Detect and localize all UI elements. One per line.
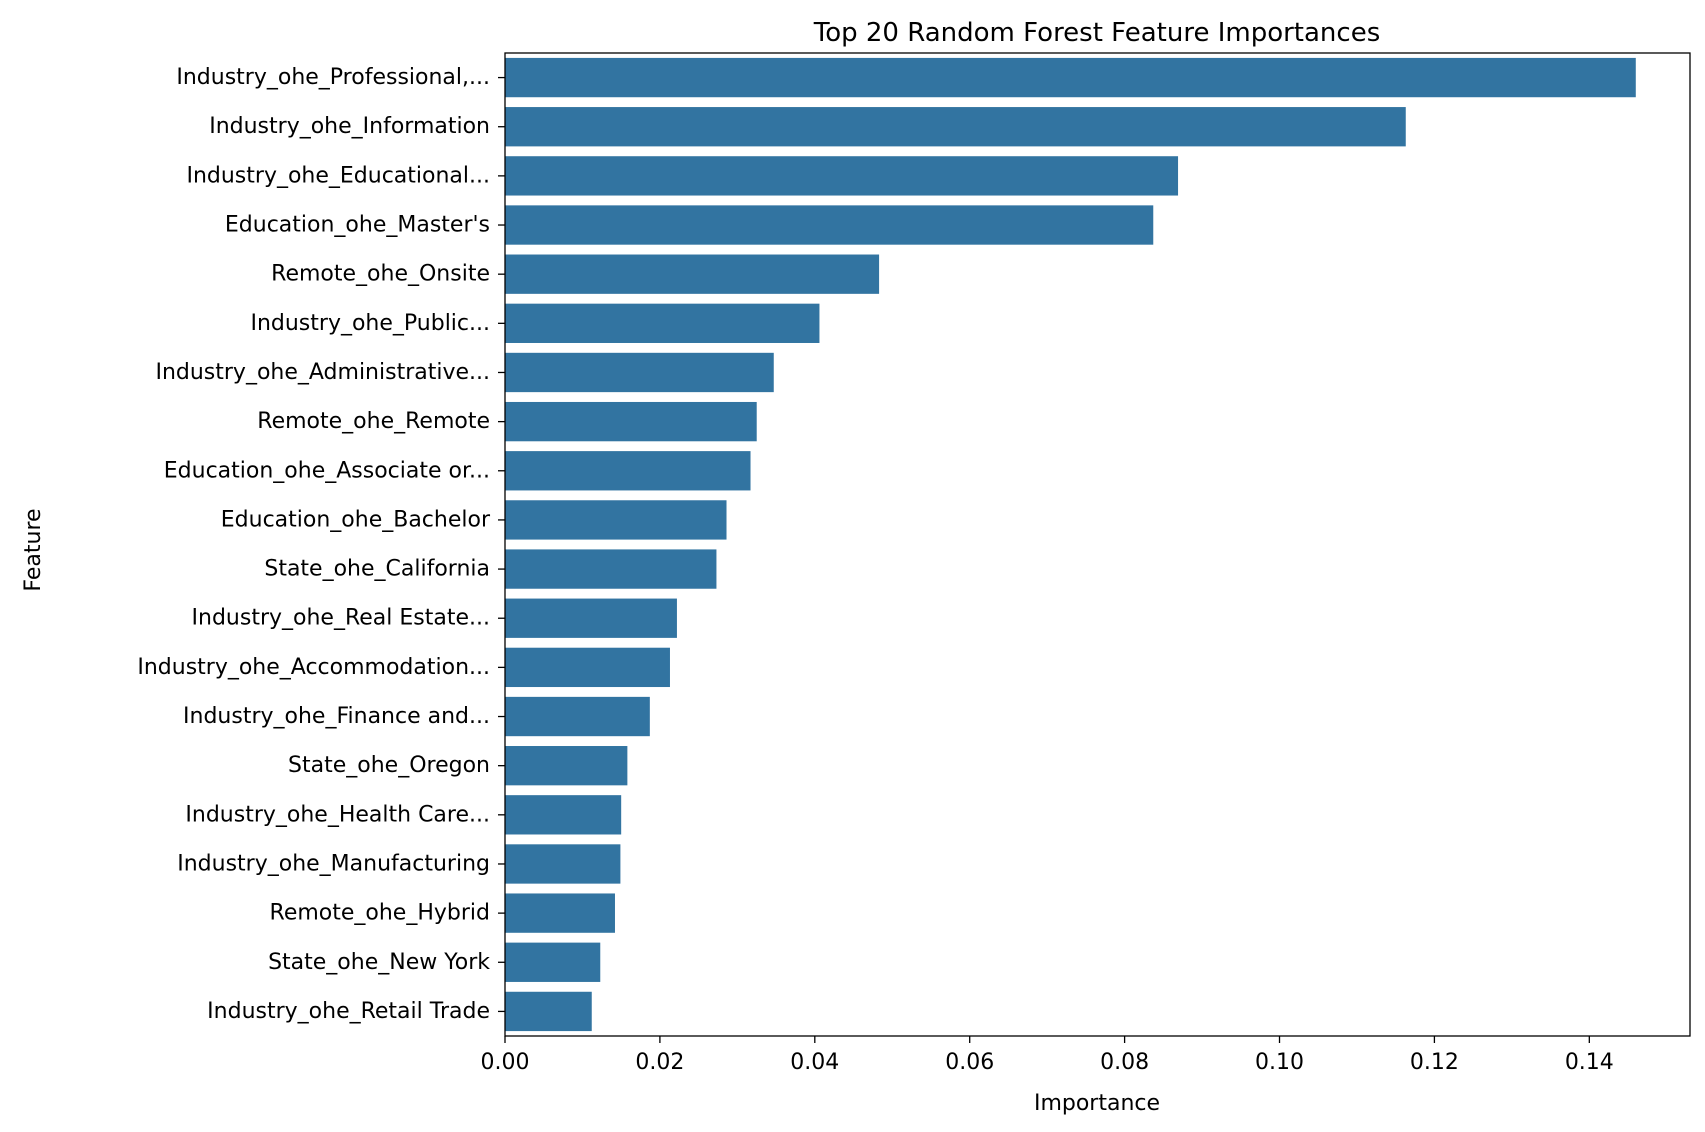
bar: [505, 893, 615, 933]
bar: [505, 352, 774, 393]
bar: [505, 746, 628, 786]
y-tick-labels: Industry_ohe_Professional,... Industry_oh…: [137, 65, 505, 1024]
bar: [505, 795, 622, 835]
y-tick-label: Industry_ohe_Retail Trade: [207, 999, 490, 1024]
bar: [505, 647, 670, 688]
y-tick-label: Industry_ohe_Public...: [250, 311, 490, 336]
x-tick-label: 0.02: [635, 1050, 684, 1075]
y-tick-label: Industry_ohe_Administrative...: [155, 360, 490, 385]
y-tick-label: Remote_ohe_Hybrid: [270, 901, 490, 926]
bar: [505, 156, 1179, 196]
bar: [505, 303, 820, 343]
bar: [505, 991, 592, 1032]
bar: [505, 844, 621, 884]
y-tick-label: Education_ohe_Associate or...: [164, 458, 490, 483]
x-tick-label: 0.10: [1255, 1050, 1304, 1075]
y-tick-label: State_ohe_California: [264, 557, 490, 582]
x-ticks: 0.00 0.02 0.04 0.06 0.08 0.10 0.12 0.14: [481, 1036, 1614, 1075]
y-tick-label: Industry_ohe_Finance and...: [183, 704, 490, 729]
y-tick-label: Industry_ohe_Information: [209, 114, 490, 139]
bar: [505, 696, 650, 737]
bar: [505, 500, 727, 540]
y-tick-label: Remote_ohe_Onsite: [271, 262, 490, 287]
y-tick-label: State_ohe_New York: [268, 950, 490, 975]
y-tick-label: Remote_ohe_Remote: [257, 409, 490, 434]
x-tick-label: 0.00: [481, 1050, 530, 1075]
y-axis-title: Feature: [21, 508, 46, 591]
bar: [505, 57, 1636, 98]
y-tick-label: Industry_ohe_Real Estate...: [192, 606, 490, 631]
plot-frame: [504, 52, 1691, 1037]
bar: [505, 942, 601, 982]
y-tick-label: Industry_ohe_Manufacturing: [177, 851, 490, 876]
y-tick-label: Industry_ohe_Professional,...: [176, 65, 490, 90]
y-tick-label: State_ohe_Oregon: [288, 753, 490, 778]
chart-title: Top 20 Random Forest Feature Importances: [813, 18, 1381, 48]
y-tick-label: Education_ohe_Bachelor: [221, 507, 491, 532]
x-tick-label: 0.06: [945, 1050, 994, 1075]
y-tick-label: Industry_ohe_Accommodation...: [137, 655, 490, 680]
y-tick-label: Industry_ohe_Educational...: [186, 163, 490, 188]
bar: [505, 254, 880, 294]
bar: [505, 549, 717, 589]
x-tick-label: 0.08: [1100, 1050, 1149, 1075]
x-axis-title: Importance: [1034, 1091, 1160, 1116]
bar: [505, 451, 751, 491]
y-tick-label: Industry_ohe_Health Care...: [185, 802, 490, 827]
y-tick-label: Education_ohe_Master's: [225, 213, 490, 238]
x-tick-label: 0.04: [790, 1050, 839, 1075]
bar: [505, 401, 757, 442]
bar: [505, 598, 677, 638]
bar: [505, 205, 1154, 245]
x-tick-label: 0.12: [1410, 1050, 1459, 1075]
bars-group: [505, 57, 1636, 1032]
bar: [505, 107, 1406, 147]
x-tick-label: 0.14: [1565, 1050, 1614, 1075]
